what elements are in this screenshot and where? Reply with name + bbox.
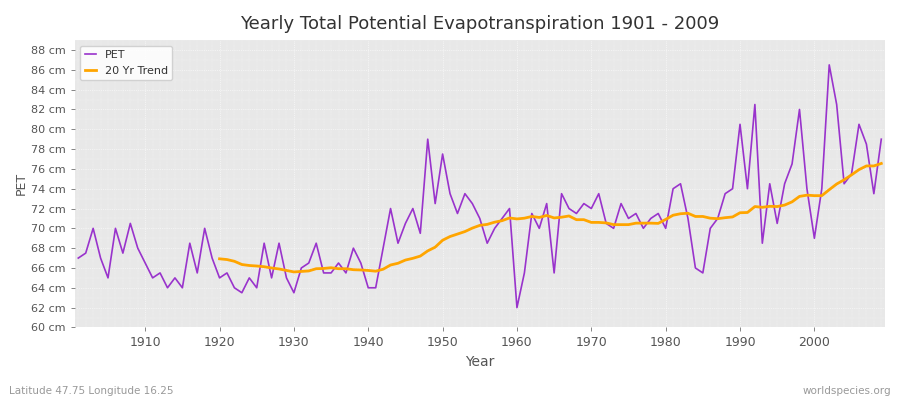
20 Yr Trend bbox=[787, 200, 797, 204]
PET bbox=[132, 246, 143, 250]
Y-axis label: PET: PET bbox=[15, 172, 28, 195]
PET bbox=[519, 270, 530, 275]
PET bbox=[504, 206, 515, 211]
PET bbox=[876, 137, 886, 142]
PET bbox=[73, 256, 84, 260]
PET bbox=[824, 62, 834, 67]
Line: 20 Yr Trend: 20 Yr Trend bbox=[220, 164, 881, 272]
20 Yr Trend bbox=[289, 270, 300, 274]
PET bbox=[608, 226, 619, 231]
Legend: PET, 20 Yr Trend: PET, 20 Yr Trend bbox=[80, 46, 172, 80]
Line: PET: PET bbox=[78, 65, 881, 308]
PET bbox=[340, 270, 351, 275]
20 Yr Trend bbox=[214, 256, 225, 261]
20 Yr Trend bbox=[772, 204, 783, 209]
20 Yr Trend bbox=[876, 161, 886, 166]
PET bbox=[511, 305, 522, 310]
Text: Latitude 47.75 Longitude 16.25: Latitude 47.75 Longitude 16.25 bbox=[9, 386, 174, 396]
Text: worldspecies.org: worldspecies.org bbox=[803, 386, 891, 396]
X-axis label: Year: Year bbox=[465, 355, 494, 369]
PET bbox=[296, 266, 307, 270]
20 Yr Trend bbox=[422, 248, 433, 253]
20 Yr Trend bbox=[853, 167, 864, 172]
20 Yr Trend bbox=[682, 211, 693, 216]
Title: Yearly Total Potential Evapotranspiration 1901 - 2009: Yearly Total Potential Evapotranspiratio… bbox=[240, 15, 719, 33]
20 Yr Trend bbox=[310, 266, 321, 271]
